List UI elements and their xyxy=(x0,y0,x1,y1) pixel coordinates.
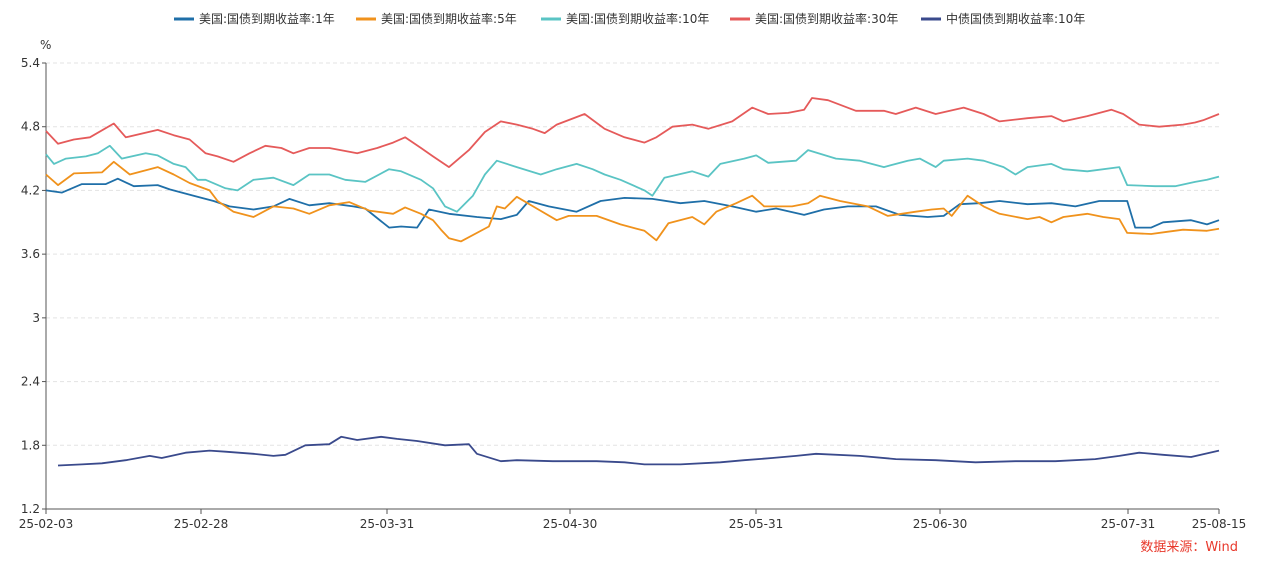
x-tick-label: 25-02-03 xyxy=(19,517,73,531)
series-line-2 xyxy=(45,160,1220,243)
x-tick-label: 25-05-31 xyxy=(729,517,783,531)
data-source-note: 数据来源：Wind xyxy=(1140,540,1238,555)
legend-item-3[interactable]: 美国:国债到期收益率:10年 xyxy=(541,11,709,26)
legend-label: 中债国债到期收益率:10年 xyxy=(946,11,1085,26)
y-tick-label: 1.8 xyxy=(21,438,40,452)
x-tick-label: 25-06-30 xyxy=(913,517,967,531)
legend-label: 美国:国债到期收益率:10年 xyxy=(566,11,709,26)
y-tick-label: 1.2 xyxy=(21,502,40,516)
legend-item-4[interactable]: 美国:国债到期收益率:30年 xyxy=(730,11,898,26)
legend-label: 美国:国债到期收益率:30年 xyxy=(755,11,898,26)
legend-item-1[interactable]: 美国:国债到期收益率:1年 xyxy=(174,11,335,26)
series-line-4 xyxy=(45,97,1220,168)
y-axis-unit: % xyxy=(40,38,51,52)
y-tick-label: 4.8 xyxy=(21,120,40,134)
series-line-3 xyxy=(45,144,1220,213)
x-tick-label: 25-02-28 xyxy=(174,517,228,531)
y-tick-label: 2.4 xyxy=(21,375,40,389)
y-tick-label: 3 xyxy=(32,311,40,325)
legend-item-2[interactable]: 美国:国债到期收益率:5年 xyxy=(356,11,517,26)
legend-label: 美国:国债到期收益率:1年 xyxy=(199,11,335,26)
grid-lines xyxy=(46,62,1219,446)
x-tick-label: 25-04-30 xyxy=(543,517,597,531)
plot-area xyxy=(45,97,1220,467)
y-tick-label: 5.4 xyxy=(21,56,40,70)
y-axis: 5.4 4.8 4.2 3.6 3 2.4 1.8 1.2 xyxy=(21,56,47,516)
series-line-5 xyxy=(57,435,1220,467)
legend-label: 美国:国债到期收益率:5年 xyxy=(381,11,517,26)
x-tick-label: 25-07-31 xyxy=(1101,517,1155,531)
y-tick-label: 3.6 xyxy=(21,247,40,261)
x-axis: 25-02-03 25-02-28 25-03-31 25-04-30 25-05-31… xyxy=(19,508,1246,531)
legend-item-5[interactable]: 中债国债到期收益率:10年 xyxy=(921,11,1085,26)
x-tick-label: 25-08-15 xyxy=(1192,517,1246,531)
x-tick-label: 25-03-31 xyxy=(360,517,414,531)
y-tick-label: 4.2 xyxy=(21,183,40,197)
legend[interactable]: 美国:国债到期收益率:1年 美国:国债到期收益率:5年 美国:国债到期收益率:10年… xyxy=(174,11,1085,26)
